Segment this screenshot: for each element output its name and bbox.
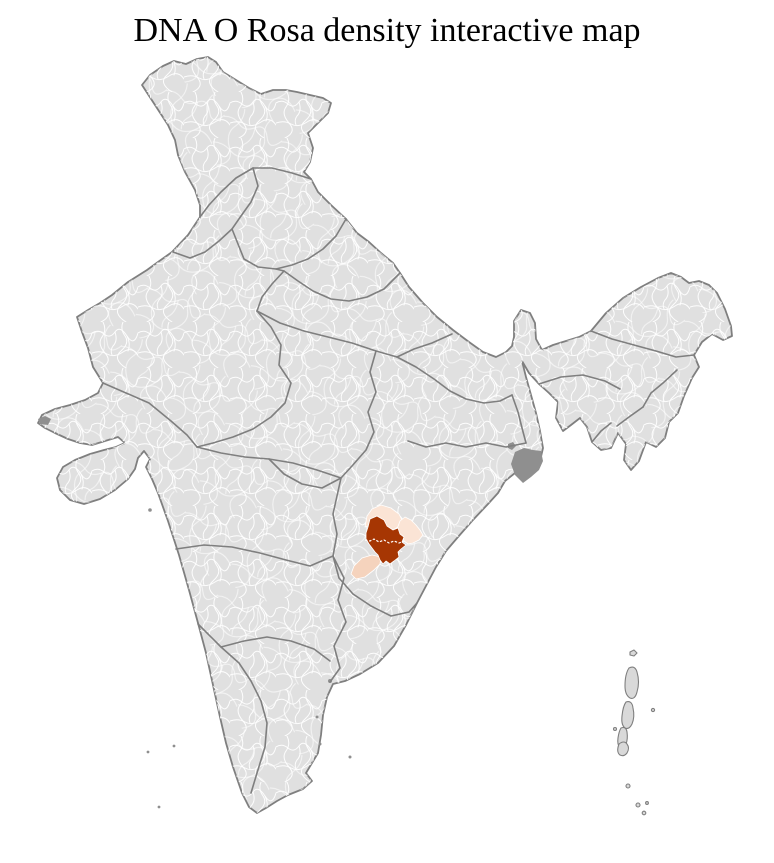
coast-urban-dot [318,742,322,746]
lakshadweep-islands [146,744,176,809]
island [617,741,630,757]
island-dot [146,750,150,754]
island [629,649,638,657]
coast-urban-dot [348,755,352,759]
urban-patches [38,416,543,759]
island-dot [650,707,656,713]
island-dot [641,810,647,816]
coast-urban-dot [315,715,319,719]
island-dot [635,802,641,808]
island [624,666,640,699]
island-dot [645,801,649,805]
island-dot [612,726,618,732]
district-boundary-line [364,538,405,544]
andaman-nicobar-islands [612,649,656,816]
kutch-tip-patch [38,416,51,425]
page-title: DNA O Rosa density interactive map [133,12,641,49]
island-dot [157,805,161,809]
district-medium-density[interactable] [350,554,382,580]
coast-urban-dot [148,508,152,512]
island-dot [625,783,631,789]
sundarbans-patch [511,448,543,483]
island [621,701,635,730]
highlight-districts [350,504,424,580]
island-dot [172,744,176,748]
district-high-density[interactable] [365,515,407,565]
state-borders [102,167,695,794]
